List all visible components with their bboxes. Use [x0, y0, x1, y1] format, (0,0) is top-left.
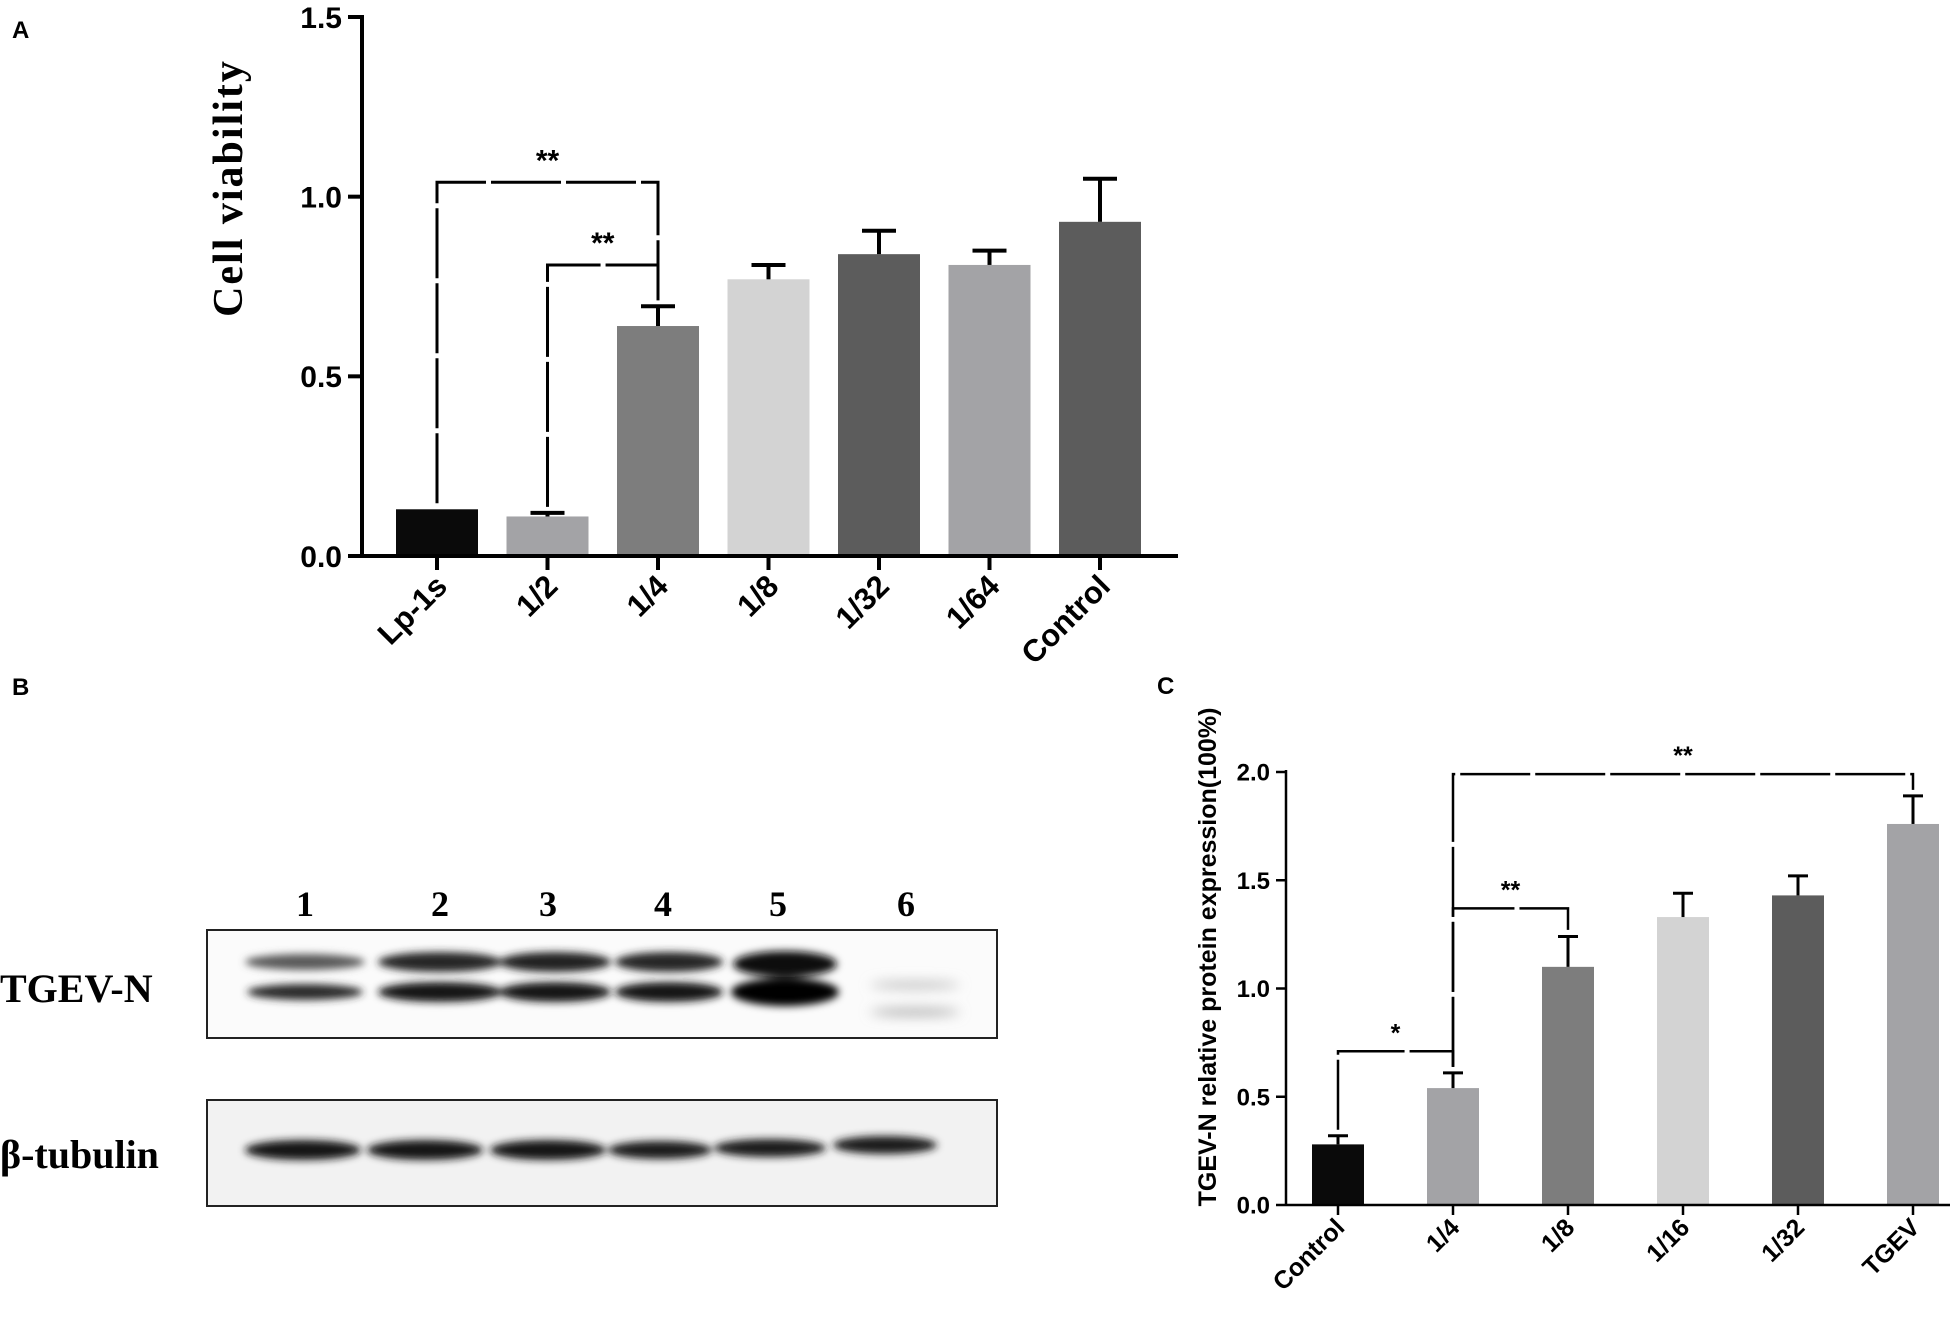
significance-label-c-1: *	[1391, 1019, 1401, 1047]
x-tick-label-c-2: 1/4	[1421, 1213, 1465, 1257]
y-tick-label-a-3: 1.5	[300, 2, 342, 35]
blot-lane-label-5: 5	[769, 884, 787, 924]
x-tick-label-c-3: 1/8	[1536, 1213, 1580, 1257]
band-tubulin-lane6	[833, 1136, 937, 1154]
band-tgev-n-upper-lane6	[870, 981, 960, 989]
y-tick-label-c-4: 2.0	[1237, 760, 1270, 787]
y-tick-label-a-0: 0.0	[300, 541, 342, 574]
band-tgev-n-upper-lane1	[245, 954, 365, 970]
blot-lane-label-4: 4	[654, 884, 672, 924]
x-tick-label-a-1: Lp-1s	[371, 568, 454, 651]
significance-bracket-c-3	[1451, 772, 1915, 1067]
bar-c-6	[1887, 823, 1939, 1205]
bar-a-2	[506, 516, 589, 556]
significance-bracket-a-2	[546, 263, 660, 507]
chart-c: ***** 0.00.51.01.52.0 Control 1/4 1/8 1/16 1…	[1194, 708, 1950, 1296]
blot-lane-label-3: 3	[539, 884, 557, 924]
band-tgev-n-lower-lane1	[247, 984, 363, 1000]
bar-a-1	[396, 509, 478, 556]
y-tick-label-a-1: 0.5	[300, 361, 342, 394]
band-tubulin-lane3	[490, 1140, 606, 1160]
significance-bracket-a-1	[435, 180, 660, 504]
y-tick-label-c-2: 1.0	[1237, 976, 1270, 1003]
blot-lane-label-2: 2	[431, 884, 449, 924]
band-tgev-n-lower-lane5	[731, 978, 839, 1006]
x-tick-label-a-2: 1/2	[509, 568, 564, 623]
bar-a-7	[1059, 221, 1141, 556]
x-tick-label-c-6: TGEV	[1857, 1213, 1925, 1281]
band-tgev-n-lower-lane6	[870, 1008, 960, 1016]
significance-label-a-2: **	[591, 227, 615, 260]
y-tick-label-c-3: 1.5	[1237, 868, 1270, 895]
band-tgev-n-lower-lane2	[378, 982, 502, 1002]
band-tgev-n-upper-lane3	[499, 952, 611, 972]
band-tubulin-lane2	[367, 1140, 483, 1160]
band-tgev-n-lower-lane4	[615, 982, 723, 1002]
x-tick-label-a-4: 1/8	[730, 568, 785, 623]
chart-a-ylabel: Cell viability	[206, 59, 252, 317]
y-tick-label-c-1: 0.5	[1237, 1084, 1270, 1111]
chart-a: ** ** 0.0 0.5 1.0 1.5 Lp-1s 1/2 1/4 1/8 1/32 1/64…	[206, 2, 1178, 671]
blot-membrane-beta-tubulin	[206, 1099, 998, 1207]
panel-label-b: B	[12, 674, 29, 701]
bar-c-5	[1772, 895, 1824, 1205]
western-blot: 1 2 3 4 5 6 TGEV-N β-tubulin	[0, 884, 998, 1207]
x-tick-label-a-5: 1/32	[829, 568, 896, 635]
x-tick-label-c-4: 1/16	[1641, 1213, 1695, 1267]
panel-label-a: A	[12, 17, 29, 44]
blot-lane-label-1: 1	[296, 884, 314, 924]
bar-c-4	[1657, 917, 1709, 1205]
panel-label-c: C	[1157, 673, 1174, 700]
blot-membrane-tgev-n	[206, 929, 998, 1039]
x-tick-label-a-6: 1/64	[939, 568, 1007, 636]
bar-a-4	[727, 279, 810, 556]
bar-a-6	[948, 264, 1031, 556]
significance-label-c-3: **	[1673, 742, 1693, 770]
band-tgev-n-upper-lane2	[378, 952, 502, 972]
significance-label-c-2: **	[1501, 876, 1521, 904]
bar-a-3	[617, 326, 699, 556]
blot-row-label-tgev-n: TGEV-N	[0, 966, 153, 1011]
blot-row-label-beta-tubulin: β-tubulin	[0, 1132, 159, 1177]
significance-label-a-1: **	[536, 144, 560, 177]
band-tubulin-lane4	[608, 1141, 712, 1159]
bar-a-5	[838, 254, 920, 556]
band-tgev-n-upper-lane5	[733, 951, 837, 977]
band-tubulin-lane1	[245, 1140, 361, 1160]
bar-c-3	[1542, 966, 1594, 1205]
x-tick-label-a-3: 1/4	[620, 568, 676, 624]
chart-c-ylabel: TGEV-N relative protein expression(100%)	[1194, 708, 1222, 1207]
band-tubulin-lane5	[714, 1139, 826, 1157]
y-tick-label-a-2: 1.0	[300, 181, 342, 214]
band-tgev-n-upper-lane4	[615, 952, 723, 972]
blot-lane-label-6: 6	[897, 884, 915, 924]
bar-c-2	[1427, 1088, 1479, 1205]
bar-c-1	[1312, 1144, 1364, 1205]
y-tick-label-c-0: 0.0	[1237, 1193, 1270, 1220]
x-tick-label-c-5: 1/32	[1756, 1213, 1810, 1267]
x-tick-label-a-7: Control	[1014, 568, 1117, 671]
band-tgev-n-lower-lane3	[499, 982, 611, 1002]
x-tick-label-c-1: Control	[1268, 1213, 1351, 1296]
